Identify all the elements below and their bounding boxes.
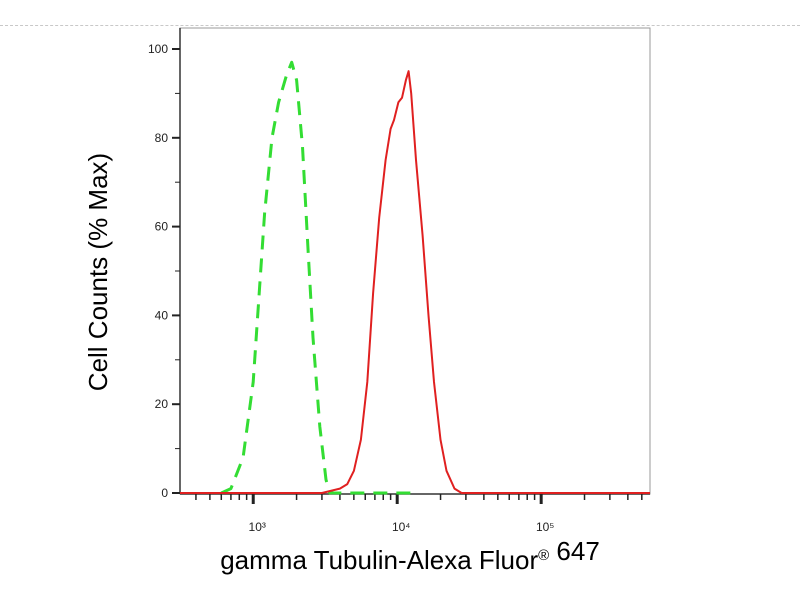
y-axis: 0 20 40 60 80 100 — [148, 28, 181, 500]
x-tick-label: 10⁵ — [536, 520, 554, 534]
y-tick-label: 0 — [161, 486, 168, 500]
x-tick-label: 10⁴ — [392, 520, 411, 534]
top-dashed-divider — [0, 25, 800, 26]
plot-border — [179, 27, 651, 495]
series-group — [180, 60, 650, 495]
y-tick-label: 80 — [155, 131, 169, 145]
sample-histogram-line — [180, 70, 650, 494]
x-axis-title: gamma Tubulin-Alexa Fluor® 647 — [220, 536, 600, 575]
control-histogram-line — [220, 60, 419, 495]
y-tick-label: 40 — [155, 308, 169, 322]
y-axis-title: Cell Counts (% Max) — [83, 153, 113, 391]
y-tick-label: 20 — [155, 397, 169, 411]
y-tick-label: 100 — [148, 42, 168, 56]
y-tick-label: 60 — [155, 220, 169, 234]
x-tick-label: 10³ — [249, 520, 266, 534]
x-axis: 10³ 10⁴ 10⁵ — [180, 493, 650, 534]
plot-frame — [179, 27, 651, 495]
